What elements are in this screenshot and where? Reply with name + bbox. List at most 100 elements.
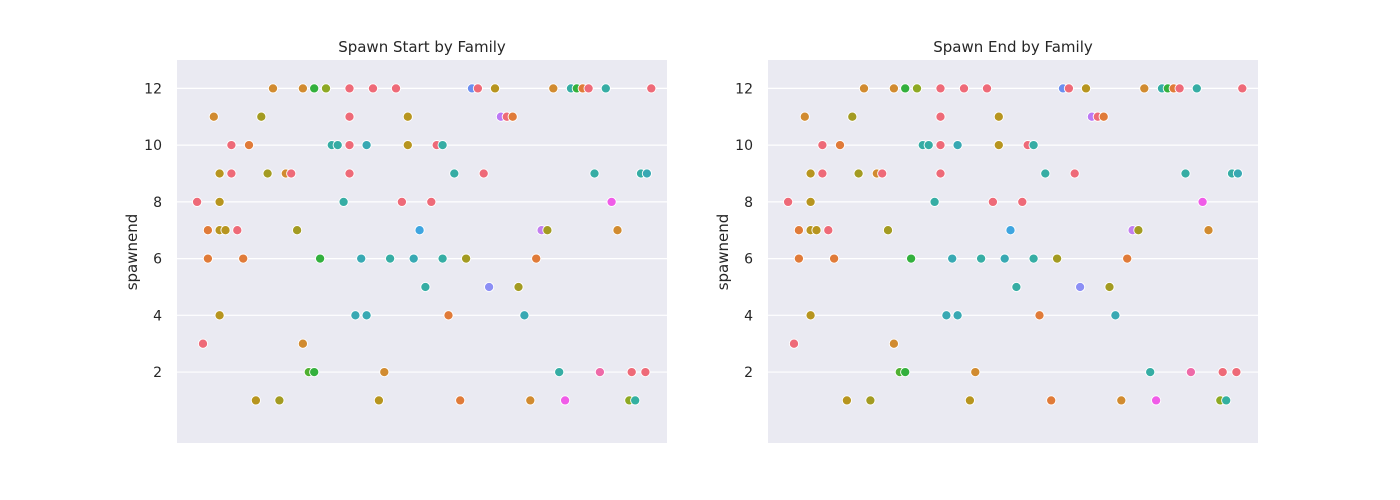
data-point-6 — [214, 196, 225, 207]
data-point-24 — [888, 338, 899, 349]
data-point-46 — [987, 196, 998, 207]
data-point-11 — [226, 168, 237, 179]
data-point-38 — [947, 253, 958, 264]
data-point-1 — [788, 338, 800, 349]
data-point-57 — [449, 168, 460, 179]
data-point-47 — [402, 111, 413, 122]
data-point-85 — [1203, 225, 1214, 236]
data-point-91 — [1231, 367, 1242, 378]
data-point-64 — [489, 83, 501, 94]
data-point-5 — [805, 168, 816, 179]
data-point-44 — [976, 253, 987, 264]
y-tick-label: 12 — [144, 81, 162, 97]
data-point-75 — [1145, 367, 1156, 378]
data-point-42 — [964, 395, 975, 406]
data-point-70 — [1116, 395, 1127, 406]
data-point-15 — [250, 395, 261, 406]
data-point-73 — [542, 225, 553, 236]
data-point-87 — [630, 395, 641, 406]
data-point-35 — [935, 140, 946, 151]
data-point-92 — [1237, 83, 1248, 94]
y-tick-labels: 2 4 6 8 10 12 — [144, 81, 162, 381]
data-point-24 — [297, 338, 308, 349]
data-point-18 — [858, 83, 870, 94]
data-point-31 — [923, 140, 934, 151]
chart-spawn-end: 2 4 6 8 10 12 Spawn End by Family spawnend — [714, 38, 1258, 443]
data-point-40 — [361, 310, 372, 321]
data-point-2 — [202, 225, 213, 236]
data-point-55 — [1028, 253, 1039, 264]
data-point-14 — [243, 140, 255, 151]
data-point-8 — [214, 310, 225, 321]
data-point-61 — [472, 83, 483, 94]
data-point-50 — [414, 225, 425, 236]
data-point-90 — [1232, 168, 1243, 179]
data-point-55 — [437, 253, 448, 264]
data-points — [192, 83, 657, 406]
data-point-45 — [390, 83, 402, 94]
data-point-43 — [379, 367, 390, 378]
data-point-49 — [999, 253, 1010, 264]
data-point-71 — [531, 253, 542, 264]
data-point-19 — [865, 395, 876, 406]
data-point-45 — [981, 83, 993, 94]
data-point-68 — [513, 281, 524, 293]
data-point-69 — [519, 310, 530, 321]
data-point-37 — [350, 310, 361, 321]
data-point-0 — [783, 196, 794, 207]
data-point-74 — [1139, 83, 1150, 94]
data-point-36 — [935, 168, 946, 179]
data-point-41 — [958, 83, 970, 94]
data-point-9 — [811, 225, 822, 236]
data-point-18 — [267, 83, 279, 94]
y-tick-label: 8 — [744, 195, 753, 211]
data-point-28 — [315, 253, 326, 264]
data-point-69 — [1110, 310, 1121, 321]
data-point-10 — [817, 140, 828, 151]
data-point-83 — [1191, 83, 1202, 94]
data-point-13 — [238, 253, 249, 264]
data-point-84 — [1197, 196, 1208, 207]
data-point-29 — [911, 83, 923, 94]
data-point-56 — [1034, 310, 1045, 321]
data-point-38 — [356, 253, 367, 264]
y-tick-label: 8 — [153, 195, 162, 211]
data-point-70 — [525, 395, 536, 406]
data-point-59 — [461, 253, 472, 264]
data-point-68 — [1104, 281, 1115, 293]
data-point-1 — [197, 338, 209, 349]
data-point-4 — [799, 111, 810, 122]
data-point-75 — [554, 367, 565, 378]
data-point-59 — [1052, 253, 1063, 264]
y-tick-label: 4 — [153, 308, 162, 324]
data-point-54 — [437, 140, 448, 151]
data-point-41 — [367, 83, 379, 94]
y-tick-label: 10 — [144, 138, 162, 154]
data-point-46 — [396, 196, 407, 207]
y-tick-label: 4 — [744, 308, 753, 324]
data-point-21 — [286, 168, 297, 179]
y-tick-label: 2 — [153, 365, 162, 381]
data-point-17 — [853, 168, 864, 179]
data-point-76 — [560, 395, 571, 406]
data-point-16 — [847, 111, 858, 122]
data-point-28 — [906, 253, 917, 264]
data-point-8 — [805, 310, 816, 321]
data-point-37 — [941, 310, 952, 321]
data-point-27 — [309, 367, 320, 378]
data-point-62 — [478, 168, 489, 179]
y-axis-label: spawnend — [714, 214, 732, 291]
y-tick-label: 6 — [153, 252, 162, 268]
data-point-76 — [1151, 395, 1162, 406]
data-point-56 — [443, 310, 454, 321]
y-tick-label: 2 — [744, 365, 753, 381]
data-point-23 — [297, 83, 308, 94]
data-point-74 — [548, 83, 559, 94]
data-point-4 — [208, 111, 219, 122]
data-point-17 — [262, 168, 273, 179]
data-point-40 — [952, 310, 963, 321]
data-point-16 — [256, 111, 267, 122]
data-point-52 — [426, 196, 437, 207]
data-point-49 — [408, 253, 419, 264]
